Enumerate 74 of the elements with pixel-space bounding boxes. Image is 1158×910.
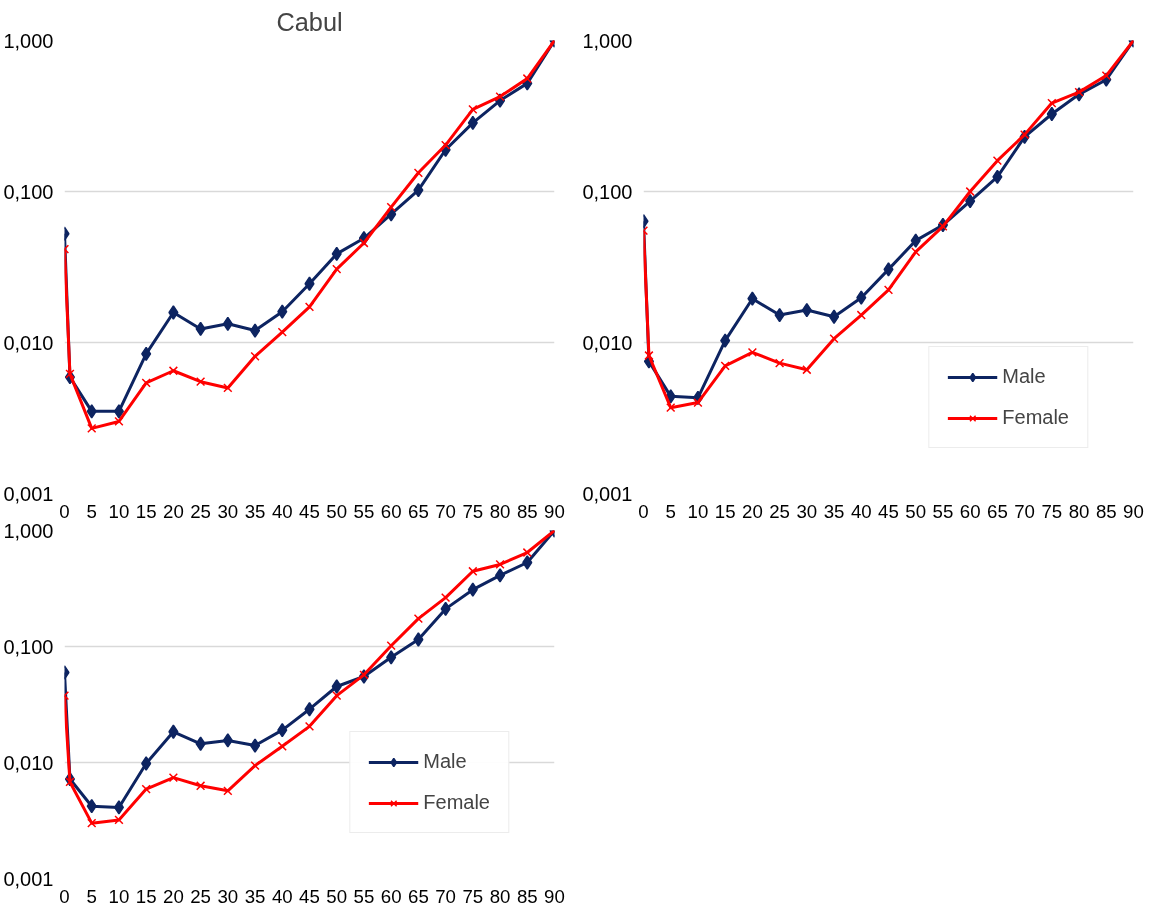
y-tick-label: 0,010 — [3, 751, 54, 774]
legend-label: Female — [1002, 406, 1069, 429]
x-tick-label: 70 — [435, 885, 456, 907]
x-tick-label: 20 — [163, 885, 184, 907]
x-tick-label: 80 — [489, 885, 511, 907]
x-tick-label: 65 — [408, 885, 429, 907]
x-tick-label: 10 — [687, 500, 709, 522]
x-tick-label: 25 — [190, 500, 211, 522]
x-tick-label: 50 — [326, 500, 348, 522]
x-tick-label: 15 — [135, 500, 157, 522]
x-tick-label: 75 — [462, 500, 484, 522]
x-tick-label: 10 — [108, 885, 130, 907]
x-tick-label: 85 — [516, 500, 538, 522]
x-tick-label: 5 — [86, 885, 97, 907]
y-tick-label: 0,001 — [3, 867, 54, 890]
y-tick-label: 1,000 — [582, 29, 633, 52]
x-tick-label: 80 — [1068, 500, 1090, 522]
x-tick-label: 40 — [271, 500, 293, 522]
x-tick-label: 15 — [135, 885, 157, 907]
x-tick-label: 50 — [326, 885, 348, 907]
x-tick-label: 20 — [163, 500, 184, 522]
x-tick-label: 60 — [380, 885, 402, 907]
x-tick-label: 70 — [1014, 500, 1035, 522]
x-tick-label: 60 — [959, 500, 981, 522]
x-tick-label: 90 — [544, 885, 565, 907]
x-tick-label: 30 — [217, 885, 239, 907]
x-tick-label: 30 — [796, 500, 818, 522]
x-tick-label: 5 — [665, 500, 676, 522]
x-tick-label: 35 — [823, 500, 845, 522]
x-tick-label: 90 — [1123, 500, 1144, 522]
legend-label: Female — [423, 791, 490, 814]
legend-label: Male — [423, 750, 467, 773]
x-tick-label: 10 — [108, 500, 130, 522]
x-tick-label: 80 — [489, 500, 511, 522]
x-tick-label: 20 — [742, 500, 763, 522]
y-tick-label: 0,100 — [582, 180, 633, 203]
x-tick-label: 75 — [462, 885, 484, 907]
x-tick-label: 55 — [353, 885, 375, 907]
x-tick-label: 90 — [544, 500, 565, 522]
x-tick-label: 0 — [59, 885, 70, 907]
x-tick-label: 65 — [408, 500, 429, 522]
x-tick-label: 85 — [1095, 500, 1117, 522]
chart-title: Cabul — [276, 7, 343, 36]
y-tick-label: 0,010 — [582, 331, 633, 354]
x-tick-label: 75 — [1041, 500, 1063, 522]
x-tick-label: 0 — [59, 500, 70, 522]
x-tick-label: 55 — [353, 500, 375, 522]
y-tick-label: 1,000 — [3, 29, 54, 52]
x-tick-label: 50 — [905, 500, 927, 522]
x-tick-label: 25 — [190, 885, 211, 907]
x-tick-label: 15 — [714, 500, 736, 522]
x-tick-label: 60 — [380, 500, 402, 522]
x-tick-label: 45 — [299, 885, 320, 907]
x-tick-label: 45 — [878, 500, 899, 522]
x-tick-label: 65 — [987, 500, 1008, 522]
x-tick-label: 40 — [850, 500, 872, 522]
x-tick-label: 30 — [217, 500, 239, 522]
x-tick-label: 45 — [299, 500, 320, 522]
x-tick-label: 35 — [244, 885, 266, 907]
y-tick-label: 0,001 — [582, 482, 633, 505]
x-tick-label: 55 — [932, 500, 954, 522]
y-tick-label: 0,100 — [3, 180, 54, 203]
x-tick-label: 40 — [271, 885, 293, 907]
x-tick-label: 35 — [244, 500, 266, 522]
x-tick-label: 25 — [769, 500, 790, 522]
y-tick-label: 0,001 — [3, 482, 54, 505]
x-tick-label: 70 — [435, 500, 456, 522]
y-tick-label: 0,100 — [3, 635, 54, 658]
x-tick-label: 0 — [638, 500, 649, 522]
y-tick-label: 1,000 — [3, 519, 54, 542]
x-tick-label: 85 — [516, 885, 538, 907]
x-tick-label: 5 — [86, 500, 97, 522]
legend-label: Male — [1002, 365, 1046, 388]
y-tick-label: 0,010 — [3, 331, 54, 354]
